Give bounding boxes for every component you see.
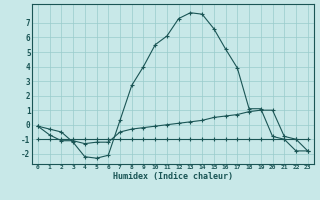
- X-axis label: Humidex (Indice chaleur): Humidex (Indice chaleur): [113, 172, 233, 181]
